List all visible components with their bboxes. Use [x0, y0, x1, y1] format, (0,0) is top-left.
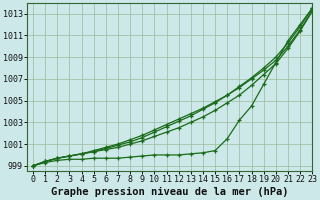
- X-axis label: Graphe pression niveau de la mer (hPa): Graphe pression niveau de la mer (hPa): [51, 187, 288, 197]
